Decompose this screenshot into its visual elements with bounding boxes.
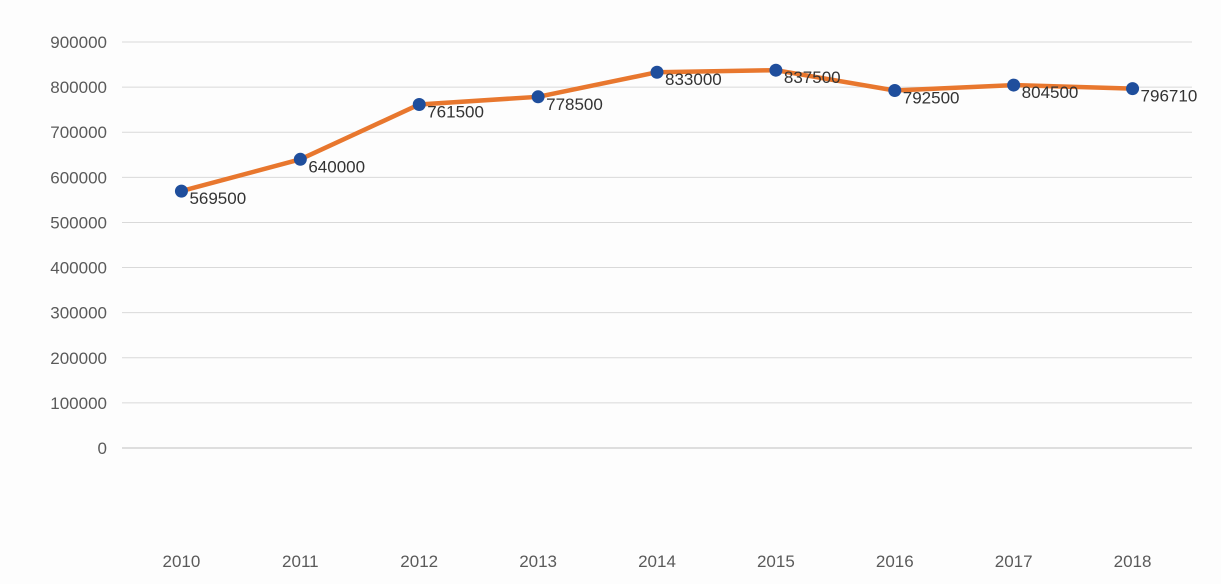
y-tick-label: 400000 (50, 259, 107, 278)
data-label: 569500 (189, 189, 246, 208)
data-label: 837500 (784, 68, 841, 87)
y-tick-label: 300000 (50, 304, 107, 323)
x-tick-label: 2018 (1114, 552, 1152, 571)
y-tick-label: 0 (98, 439, 107, 458)
y-tick-label: 100000 (50, 394, 107, 413)
data-point-marker (293, 152, 307, 166)
x-tick-label: 2017 (995, 552, 1033, 571)
y-tick-label: 500000 (50, 213, 107, 232)
data-point-marker (769, 63, 783, 77)
data-point-marker (174, 184, 188, 198)
data-point-marker (1126, 82, 1140, 96)
x-tick-label: 2014 (638, 552, 676, 571)
data-label: 761500 (427, 102, 484, 121)
data-point-marker (412, 97, 426, 111)
y-tick-label: 700000 (50, 123, 107, 142)
x-tick-label: 2015 (757, 552, 795, 571)
x-tick-label: 2010 (163, 552, 201, 571)
y-tick-label: 200000 (50, 349, 107, 368)
x-tick-label: 2013 (519, 552, 557, 571)
data-label: 792500 (903, 88, 960, 107)
gridlines (122, 41, 1192, 449)
data-label: 833000 (665, 70, 722, 89)
y-tick-label: 800000 (50, 78, 107, 97)
x-tick-label: 2016 (876, 552, 914, 571)
data-point-marker (650, 65, 664, 79)
y-tick-label: 600000 (50, 168, 107, 187)
data-point-marker (1007, 78, 1021, 92)
data-labels: 569500 640000 761500 778500 833000 837500 7925… (189, 68, 1197, 208)
x-axis-tick-labels: 2010 2011 2012 2013 2014 2015 2016 2017 2018 (163, 552, 1152, 571)
data-label: 804500 (1022, 83, 1079, 102)
y-tick-label: 900000 (50, 33, 107, 52)
data-label: 640000 (308, 157, 365, 176)
series-markers (174, 63, 1140, 198)
data-label: 778500 (546, 95, 603, 114)
data-label: 796710 (1141, 87, 1198, 106)
data-point-marker (888, 83, 902, 97)
y-axis-tick-labels: 0 100000 200000 300000 400000 500000 600000 700… (50, 33, 107, 458)
data-point-marker (531, 90, 545, 104)
x-tick-label: 2012 (400, 552, 438, 571)
x-tick-label: 2011 (282, 552, 319, 571)
